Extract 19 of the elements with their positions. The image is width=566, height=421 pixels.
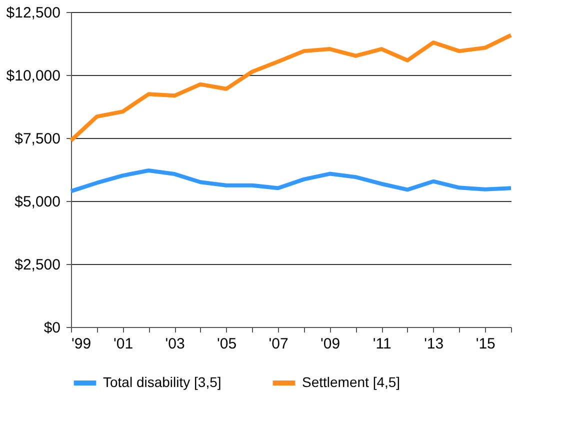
x-tick-label: '99 bbox=[72, 336, 92, 352]
legend-label: Total disability [3,5] bbox=[103, 374, 222, 390]
x-tick-label: '11 bbox=[372, 336, 392, 352]
x-tick-label: '15 bbox=[476, 336, 496, 352]
line-series bbox=[69, 168, 513, 194]
x-tick-label: '09 bbox=[320, 336, 340, 352]
x-tick-label: '03 bbox=[165, 336, 185, 352]
y-tick-label: $0 bbox=[44, 320, 60, 336]
y-tick-label: $7,500 bbox=[14, 130, 60, 148]
x-tick-label: '13 bbox=[424, 336, 444, 352]
y-tick-label: $12,500 bbox=[6, 4, 60, 22]
x-tick-label: '05 bbox=[217, 336, 237, 352]
line-series bbox=[69, 33, 513, 143]
legend-label: Settlement [4,5] bbox=[302, 374, 400, 390]
x-tick-label: '01 bbox=[113, 336, 134, 352]
y-tick-label: $5,000 bbox=[14, 194, 60, 210]
x-tick-label: '07 bbox=[268, 336, 288, 352]
y-tick-label: $2,500 bbox=[14, 256, 60, 274]
y-tick-label: $10,000 bbox=[6, 68, 60, 84]
